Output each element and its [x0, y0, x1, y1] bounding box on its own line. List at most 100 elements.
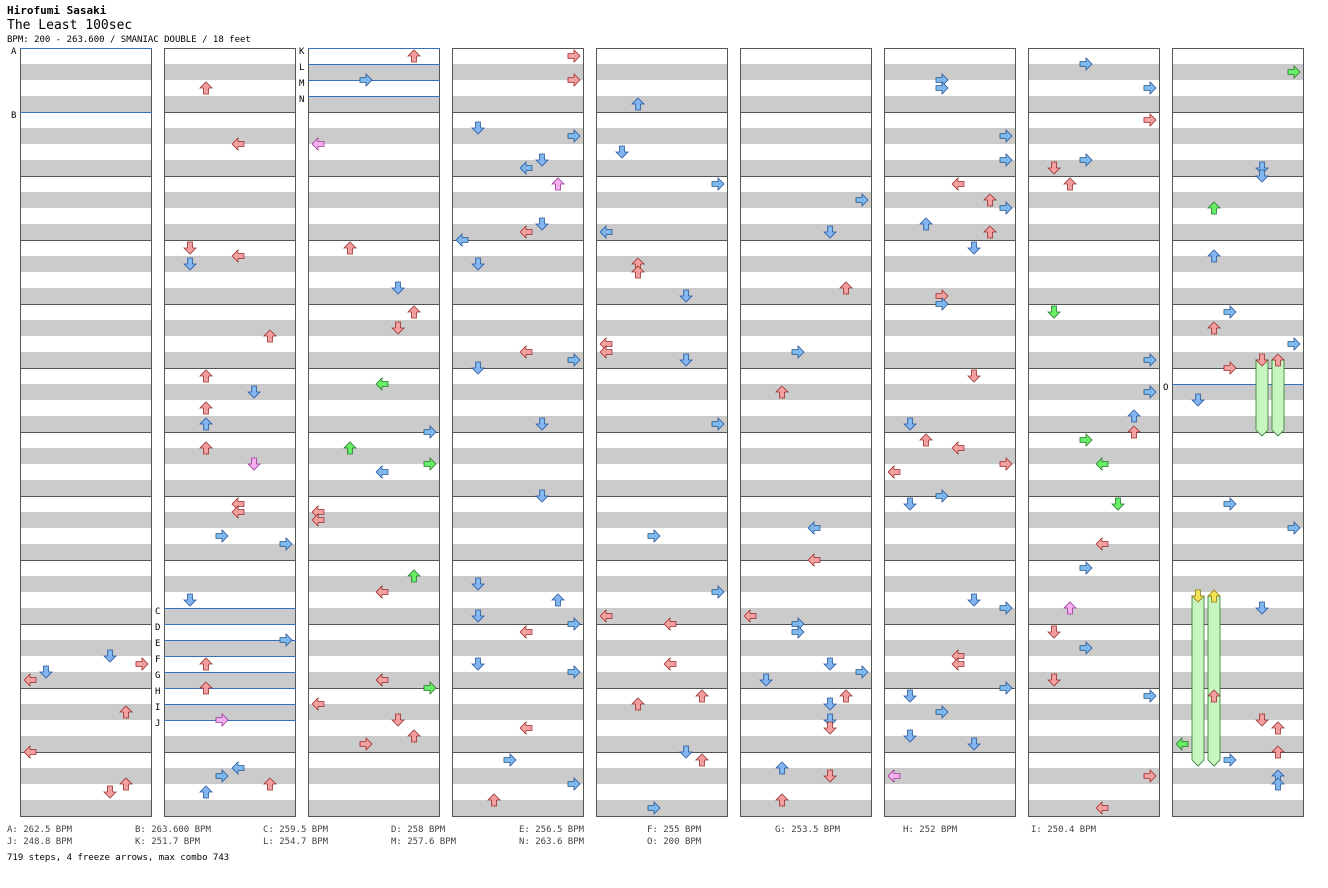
beat-stripe [740, 640, 872, 656]
beat-stripe [740, 608, 872, 624]
beat-stripe [452, 320, 584, 336]
beat-stripe [164, 800, 296, 816]
beat-stripe [740, 256, 872, 272]
beat-stripe [596, 224, 728, 240]
beat-stripe [164, 608, 296, 624]
beat-stripe [20, 224, 152, 240]
legend-entry-l: L: 254.7 BPM [263, 837, 329, 847]
beat-stripe [596, 448, 728, 464]
beat-stripe [164, 576, 296, 592]
beat-stripe [164, 352, 296, 368]
beat-stripe [740, 512, 872, 528]
chart-header: Hirofumi Sasaki The Least 100sec BPM: 20… [7, 4, 251, 46]
beat-stripe [1028, 224, 1160, 240]
beat-stripe [20, 160, 152, 176]
beat-stripe [20, 448, 152, 464]
bpm-marker-label: E [155, 639, 160, 649]
beat-stripe [884, 672, 1016, 688]
beat-stripe [308, 480, 440, 496]
legend-entry-n: N: 263.6 BPM [519, 837, 585, 847]
beat-stripe [1028, 512, 1160, 528]
beat-stripe [20, 288, 152, 304]
artist-name: Hirofumi Sasaki [7, 4, 107, 17]
beat-stripe [740, 288, 872, 304]
beat-stripe [452, 288, 584, 304]
beat-stripe [1028, 128, 1160, 144]
beat-stripe [452, 64, 584, 80]
chart-column [308, 48, 440, 817]
beat-stripe [740, 480, 872, 496]
beat-stripe [884, 224, 1016, 240]
legend-entry-d: D: 258 BPM [391, 825, 446, 835]
beat-stripe [20, 480, 152, 496]
chart-column [452, 48, 584, 817]
beat-stripe [884, 288, 1016, 304]
beat-stripe [884, 640, 1016, 656]
beat-stripe [164, 128, 296, 144]
beat-stripe [884, 96, 1016, 112]
chart-column [20, 48, 152, 817]
bpm-marker-label: O [1163, 383, 1168, 393]
beat-stripe [20, 128, 152, 144]
freeze-arrow-body [1271, 359, 1285, 437]
beat-stripe [740, 576, 872, 592]
beat-stripe [452, 384, 584, 400]
beat-stripe [20, 736, 152, 752]
beat-stripe [20, 768, 152, 784]
beat-stripe [1172, 320, 1304, 336]
beat-stripe [1172, 192, 1304, 208]
beat-stripe [1028, 768, 1160, 784]
beat-stripe [452, 352, 584, 368]
legend-entry-e: E: 256.5 BPM [519, 825, 585, 835]
beat-stripe [452, 544, 584, 560]
beat-stripe [164, 480, 296, 496]
beat-stripe [1172, 576, 1304, 592]
beat-stripe [1172, 768, 1304, 784]
beat-stripe [308, 320, 440, 336]
beat-stripe [740, 352, 872, 368]
beat-stripe [1028, 416, 1160, 432]
beat-stripe [596, 96, 728, 112]
beat-stripe [20, 640, 152, 656]
beat-stripe [308, 192, 440, 208]
beat-stripe [740, 768, 872, 784]
beat-stripe [1028, 544, 1160, 560]
beat-stripe [452, 736, 584, 752]
beat-stripe [1028, 704, 1160, 720]
beat-stripe [308, 256, 440, 272]
beat-stripe [164, 288, 296, 304]
beat-stripe [452, 640, 584, 656]
legend-entry-g: G: 253.5 BPM [775, 825, 841, 835]
beat-stripe [308, 384, 440, 400]
beat-stripe [452, 608, 584, 624]
beat-stripe [740, 384, 872, 400]
beat-stripe [1028, 480, 1160, 496]
beat-stripe [308, 672, 440, 688]
legend-entry-a: A: 262.5 BPM [7, 825, 73, 835]
beat-stripe [596, 672, 728, 688]
beat-stripe [1028, 672, 1160, 688]
beat-stripe [884, 192, 1016, 208]
beat-stripe [1172, 640, 1304, 656]
beat-stripe [596, 64, 728, 80]
beat-stripe [452, 160, 584, 176]
beat-stripe [1172, 288, 1304, 304]
beat-stripe [1172, 512, 1304, 528]
beat-stripe [1172, 256, 1304, 272]
beat-stripe [164, 320, 296, 336]
beat-stripe [20, 800, 152, 816]
bpm-marker-label: F [155, 655, 160, 665]
beat-stripe [308, 800, 440, 816]
beat-stripe [20, 384, 152, 400]
beat-stripe [884, 384, 1016, 400]
legend-entry-k: K: 251.7 BPM [135, 837, 201, 847]
beat-stripe [20, 672, 152, 688]
beat-stripe [596, 192, 728, 208]
freeze-arrow-body [1255, 359, 1269, 437]
beat-stripe [308, 608, 440, 624]
beat-stripe [1172, 384, 1304, 400]
beat-stripe [164, 544, 296, 560]
beat-stripe [740, 128, 872, 144]
chart-column [884, 48, 1016, 817]
beat-stripe [740, 672, 872, 688]
